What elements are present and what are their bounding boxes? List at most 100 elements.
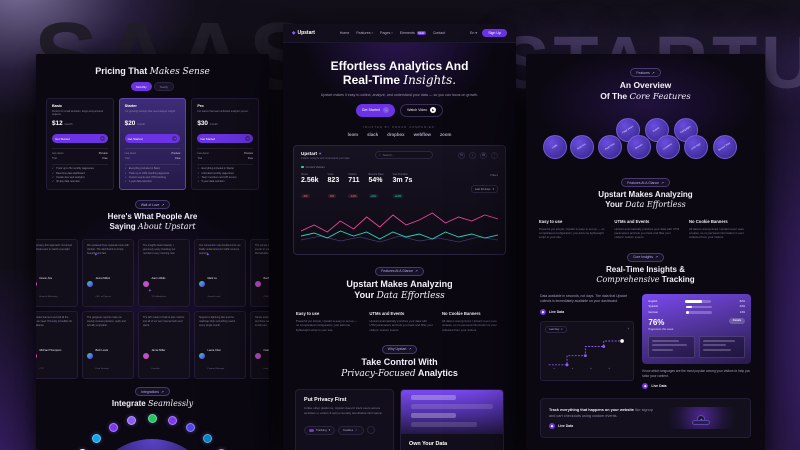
custom-events-card: Track everything that happens on your we…	[540, 398, 751, 439]
pricing-section: Pricing That Makes Sense Monthly Yearly …	[36, 54, 269, 191]
integrations-badge[interactable]: Integrations ↗	[135, 387, 170, 397]
feature-orbs: Page Views Events Campaigns Traffic Refe…	[526, 118, 765, 164]
hero-title: Effortless Analytics And Real-Time Insig…	[330, 59, 469, 88]
why-upstart-section: Why Upstart ↗ Take Control With Privacy-F…	[283, 344, 516, 450]
integrations-title: Integrate Seamlessly	[111, 399, 194, 409]
search-input[interactable]	[382, 153, 429, 158]
avatar	[199, 353, 205, 360]
dashboard-search[interactable]: ⌕	[374, 151, 433, 160]
features-page-preview: Features ↗ An Overview Of The Core Featur…	[526, 54, 765, 450]
features-glance-badge[interactable]: Features At A Glance ↗	[621, 178, 670, 188]
plus-icon[interactable]: +	[627, 327, 630, 332]
refresh-icon[interactable]: ↻	[458, 151, 465, 159]
play-icon: ▶	[430, 107, 437, 114]
check-icon: ✓	[52, 180, 55, 183]
company-logo: webflow	[413, 131, 431, 137]
stat-views: Views 2.56k -2%	[301, 172, 319, 199]
arrow-up-right-icon: ↗	[408, 347, 412, 352]
site-logo[interactable]: ◆ Upstart	[292, 30, 315, 36]
avatar	[36, 281, 37, 288]
avatar	[87, 281, 93, 288]
feature-orb: Devices	[627, 135, 651, 160]
get-started-button[interactable]: Get Started →	[197, 134, 253, 144]
watch-video-button[interactable]: Watch Video ▶	[400, 103, 444, 117]
feature-orb: Bounce Rate	[713, 135, 737, 160]
change-badge: -2%	[301, 194, 310, 199]
plan-price: $12 /month	[52, 119, 73, 127]
nav-item-contact[interactable]: Contact	[432, 31, 446, 35]
form-mockup	[401, 390, 503, 435]
settings-icon[interactable]: ⚙	[480, 151, 487, 159]
stat-visits: Visits 823 -8%	[327, 172, 340, 199]
avatar	[143, 353, 149, 360]
download-icon[interactable]: ↓	[469, 151, 476, 159]
check-icon: ✓	[197, 180, 200, 183]
arrow-icon: →	[244, 136, 250, 142]
pageviews-stat-label: Pageviews this week	[648, 327, 674, 331]
stat-visit-duration: Visit Duration 3m 7s +12%	[392, 172, 413, 199]
mini-chart-card: Last Day ▾ +	[540, 320, 635, 381]
date-range-select[interactable]: Last 30 days ▾	[470, 184, 498, 193]
plan-card-starter: Starter For growing startups that need d…	[118, 98, 187, 191]
own-your-data-card: Own Your Data Upstart is a self-made war…	[400, 389, 504, 450]
arrow-up-right-icon: ↗	[661, 180, 664, 185]
live-data-item: ◆ Live Data	[549, 423, 574, 430]
yearly-toggle-button[interactable]: Yearly	[153, 82, 174, 92]
insights-left-column: Data available in seconds, not days. The…	[540, 294, 635, 389]
testimonial-card: The privacy-first approach convinced our…	[36, 239, 78, 308]
monthly-toggle-button[interactable]: Monthly	[131, 82, 152, 92]
chevron-down-icon: ▾	[371, 31, 374, 35]
feature-column: No Cookie Banners All data is anonymized.…	[441, 311, 497, 332]
check-icon: ✓	[52, 167, 55, 171]
testimonial-card: We replaced three separate tools with Up…	[82, 239, 134, 308]
tracking-chip[interactable]: Tracking ▾	[304, 425, 336, 435]
navbar: ◆ Upstart Home Features ▾ Pages ▾ Elements N…	[283, 24, 516, 43]
feature-orb: Real-Time	[598, 135, 622, 160]
range-select[interactable]: Last Day ▾	[545, 325, 567, 333]
change-badge: +4%	[368, 194, 378, 199]
pricing-plans: Basic Perfect for small websites, blogs …	[46, 98, 259, 191]
core-insights-badge[interactable]: Core Insights ↗	[627, 252, 664, 262]
testimonials-badge[interactable]: Wall of Love ↗	[134, 200, 171, 210]
integration-icon	[109, 423, 118, 433]
check-icon: ✓	[52, 175, 55, 179]
search-icon: ⌕	[378, 153, 381, 158]
overview-section: Features ↗ An Overview Of The Core Featur…	[526, 54, 765, 165]
chevron-down-icon: ▾	[391, 31, 393, 35]
live-data-icon: ◆	[540, 308, 546, 315]
get-started-button[interactable]: Get Started →	[52, 134, 108, 144]
more-icon[interactable]: ⋮	[491, 151, 498, 159]
plan-card-pro: Pro For teams that want unlimited analyt…	[191, 98, 259, 191]
circle-decoration	[367, 426, 376, 435]
plan-price: $20 /month	[124, 119, 146, 127]
star-icon: ✦	[94, 252, 98, 258]
nav-item-home[interactable]: Home	[339, 31, 350, 35]
check-icon: ✓	[124, 171, 127, 175]
dashboard-stats: Views 2.56k -2% Visits 823 -8% Visitors 711 -1…	[301, 173, 498, 202]
details-button[interactable]: Details	[728, 317, 745, 324]
get-started-button[interactable]: Get Started →	[124, 134, 181, 144]
nav-item-elements[interactable]: Elements NEW	[399, 31, 426, 35]
plan-features: ✓ Everything included in Starter ✓ Unlimit…	[197, 163, 253, 185]
why-upstart-badge[interactable]: Why Upstart ↗	[381, 344, 418, 354]
stat-bounce-rate: Bounce Rate 54% +4%	[368, 172, 384, 199]
nav-item-features[interactable]: Features ▾	[356, 31, 374, 35]
nav-item-pages[interactable]: Pages ▾	[380, 31, 393, 35]
cookies-chip[interactable]: Cookies ✓	[338, 425, 365, 435]
features-badge[interactable]: Features ↗	[630, 68, 661, 77]
why-upstart-title: Take Control With Privacy-Focused Analyt…	[341, 356, 458, 380]
signup-button[interactable]: Sign Up	[482, 29, 507, 37]
testimonial-card: Our conversion rate doubled once we fina…	[194, 239, 246, 308]
plan-features: ✓ Track up to 5k monthly pageviews ✓ Real-…	[52, 163, 108, 185]
mini-panel	[698, 335, 745, 358]
get-started-button[interactable]: Get Started →	[355, 103, 396, 117]
check-icon: ✓	[124, 167, 127, 171]
language-row: English 62%	[648, 299, 745, 303]
check-icon: ✓	[355, 428, 358, 433]
language-selector[interactable]: En ▾	[469, 31, 478, 35]
filters-label[interactable]: Filters	[490, 172, 498, 177]
features-glance-badge[interactable]: Features At A Glance ↗	[375, 266, 424, 276]
event-stepper-mockup: + ·	[660, 407, 742, 430]
avatar	[36, 353, 37, 360]
check-icon: ✓	[52, 171, 55, 175]
